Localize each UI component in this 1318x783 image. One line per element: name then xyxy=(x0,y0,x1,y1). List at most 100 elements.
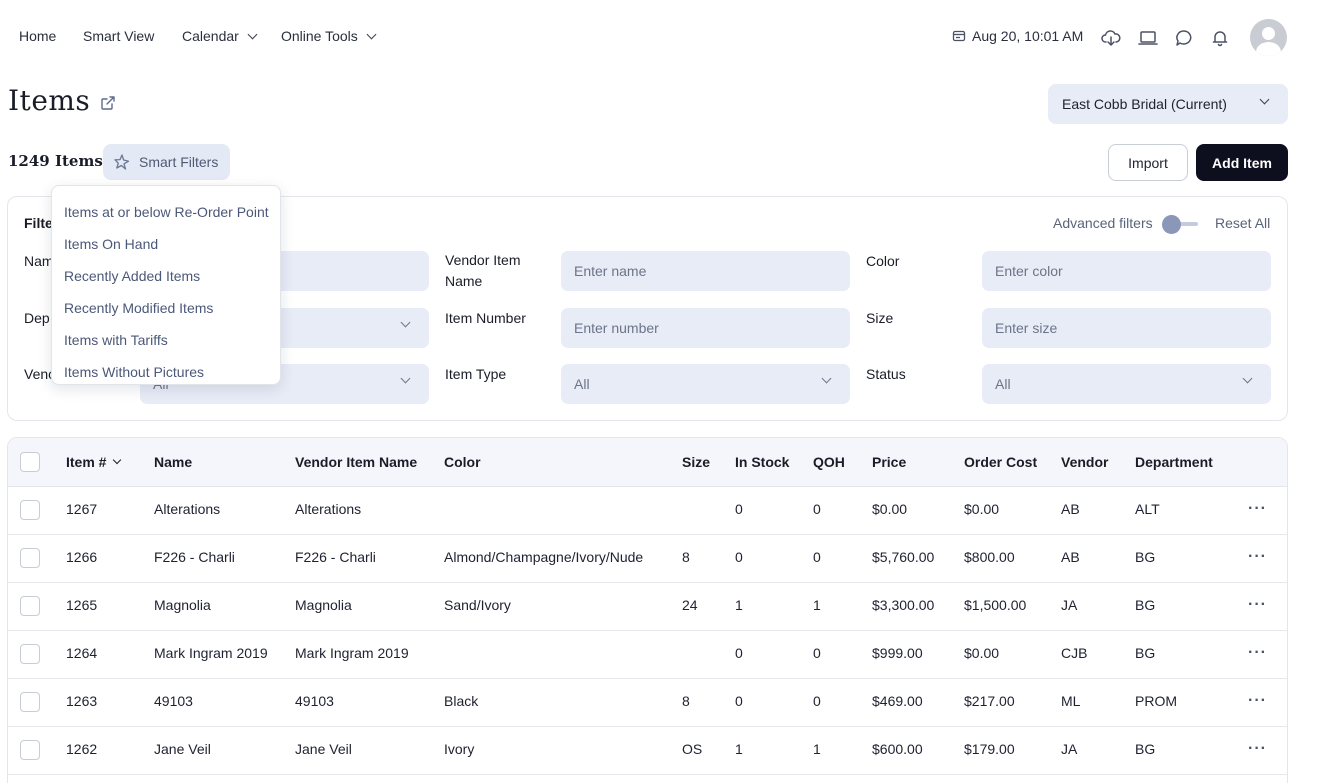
vendor-item-name-label: Vendor Item Name xyxy=(445,252,521,289)
color-filter-input[interactable]: Enter color xyxy=(982,251,1271,291)
cell-department: BG xyxy=(1135,597,1156,613)
column-price[interactable]: Price xyxy=(872,454,907,470)
add-item-button[interactable]: Add Item xyxy=(1196,144,1288,181)
cell-order-cost: $0.00 xyxy=(964,645,1000,661)
column-in-stock[interactable]: In Stock xyxy=(735,454,790,470)
menu-item-reorder-point[interactable]: Items at or below Re-Order Point xyxy=(64,204,269,220)
cell-department: BG xyxy=(1135,549,1156,565)
avatar[interactable] xyxy=(1250,19,1287,56)
row-more-icon[interactable]: ··· xyxy=(1248,740,1267,757)
column-department[interactable]: Department xyxy=(1135,454,1213,470)
cell-item-number: 1265 xyxy=(66,597,98,613)
nav-online-tools[interactable]: Online Tools xyxy=(281,28,377,44)
chevron-down-icon xyxy=(366,29,377,39)
chevron-down-icon xyxy=(1242,373,1253,384)
column-vendor[interactable]: Vendor xyxy=(1061,454,1109,470)
nav-smart-view[interactable]: Smart View xyxy=(83,28,155,44)
import-button[interactable]: Import xyxy=(1108,144,1188,181)
cell-vendor-item-name: Alterations xyxy=(295,501,362,517)
table-row[interactable]: 1263 49103 49103 Black 8 0 0 $469.00 $21… xyxy=(8,679,1287,727)
cell-item-number: 1264 xyxy=(66,645,98,661)
column-item-number[interactable]: Item # xyxy=(66,454,122,470)
cell-qoh: 0 xyxy=(813,549,821,565)
chat-bubble-icon[interactable] xyxy=(1173,27,1195,49)
cell-item-number: 1266 xyxy=(66,549,98,565)
menu-item-recently-modified[interactable]: Recently Modified Items xyxy=(64,300,214,316)
row-more-icon[interactable]: ··· xyxy=(1248,548,1267,565)
item-type-select[interactable]: All xyxy=(561,364,850,404)
cloud-download-icon[interactable] xyxy=(1100,27,1122,49)
item-type-label: Item Type xyxy=(445,366,507,382)
row-checkbox[interactable] xyxy=(20,692,40,712)
table-row[interactable]: 1264 Mark Ingram 2019 Mark Ingram 2019 0… xyxy=(8,631,1287,679)
cell-vendor: JA xyxy=(1061,597,1078,613)
status-filter-select[interactable]: All xyxy=(982,364,1271,404)
column-qoh[interactable]: QOH xyxy=(813,454,845,470)
cell-size: OS xyxy=(682,741,703,757)
status-filter-label: Status xyxy=(866,366,906,382)
laptop-icon[interactable] xyxy=(1137,27,1159,49)
advanced-filters-toggle[interactable] xyxy=(1160,214,1200,234)
table-row[interactable]: 1266 F226 - Charli F226 - Charli Almond/… xyxy=(8,535,1287,583)
reset-all-button[interactable]: Reset All xyxy=(1215,215,1271,231)
size-filter-input[interactable]: Enter size xyxy=(982,308,1271,348)
row-checkbox[interactable] xyxy=(20,596,40,616)
row-checkbox[interactable] xyxy=(20,548,40,568)
column-name[interactable]: Name xyxy=(154,454,193,470)
smart-filters-button[interactable]: Smart Filters xyxy=(103,144,230,180)
row-checkbox[interactable] xyxy=(20,740,40,760)
table-row[interactable]: 1265 Magnolia Magnolia Sand/Ivory 24 1 1… xyxy=(8,583,1287,631)
row-more-icon[interactable]: ··· xyxy=(1248,596,1267,613)
vendor-item-name-input[interactable]: Enter name xyxy=(561,251,850,291)
cell-name: Magnolia xyxy=(154,597,211,613)
menu-item-without-pictures[interactable]: Items Without Pictures xyxy=(64,364,205,380)
nav-home[interactable]: Home xyxy=(19,28,57,44)
row-more-icon[interactable]: ··· xyxy=(1248,692,1267,709)
row-more-icon[interactable]: ··· xyxy=(1248,500,1267,517)
column-vendor-item-name[interactable]: Vendor Item Name xyxy=(295,454,418,470)
chevron-down-icon xyxy=(400,317,411,328)
bell-icon[interactable] xyxy=(1209,27,1231,49)
filters-title: Filte xyxy=(24,215,53,231)
cell-in-stock: 1 xyxy=(735,741,743,757)
cell-vendor: AB xyxy=(1061,549,1080,565)
cell-department: BG xyxy=(1135,741,1156,757)
top-nav: Home Smart View Calendar Online Tools Au… xyxy=(0,0,1318,75)
cell-in-stock: 0 xyxy=(735,693,743,709)
menu-item-on-hand[interactable]: Items On Hand xyxy=(64,236,159,252)
column-size[interactable]: Size xyxy=(682,454,711,470)
store-select[interactable]: East Cobb Bridal (Current) xyxy=(1048,84,1288,124)
row-checkbox[interactable] xyxy=(20,644,40,664)
column-order-cost[interactable]: Order Cost xyxy=(964,454,1038,470)
table-row[interactable]: 1262 Jane Veil Jane Veil Ivory OS 1 1 $6… xyxy=(8,727,1287,775)
cell-color: Almond/Champagne/Ivory/Nude xyxy=(444,549,644,565)
table-row[interactable]: 1267 Alterations Alterations 0 0 $0.00 $… xyxy=(8,487,1287,535)
cell-item-number: 1267 xyxy=(66,501,98,517)
smart-filters-menu: Items at or below Re-Order Point Items O… xyxy=(51,185,281,385)
cell-order-cost: $0.00 xyxy=(964,501,1000,517)
external-link-icon[interactable] xyxy=(100,95,116,111)
item-number-input[interactable]: Enter number xyxy=(561,308,850,348)
table-header: Item # Name Vendor Item Name Color Size … xyxy=(8,438,1287,487)
cell-name: Alterations xyxy=(154,501,221,517)
vendor-filter-label: Venc xyxy=(24,366,56,382)
nav-calendar[interactable]: Calendar xyxy=(182,28,258,44)
cell-name: Mark Ingram 2019 xyxy=(154,645,268,661)
advanced-filters-label: Advanced filters xyxy=(1053,215,1153,231)
row-checkbox[interactable] xyxy=(20,500,40,520)
page-title: Items xyxy=(8,84,91,117)
name-filter-label: Nam xyxy=(24,253,54,269)
cell-price: $3,300.00 xyxy=(872,597,935,613)
row-more-icon[interactable]: ··· xyxy=(1248,644,1267,661)
register-datetime[interactable]: Aug 20, 10:01 AM xyxy=(952,28,1083,44)
cell-in-stock: 0 xyxy=(735,645,743,661)
menu-item-with-tariffs[interactable]: Items with Tariffs xyxy=(64,332,168,348)
cell-vendor-item-name: 49103 xyxy=(295,693,334,709)
cell-order-cost: $217.00 xyxy=(964,693,1015,709)
cell-price: $469.00 xyxy=(872,693,923,709)
sort-chevron-icon xyxy=(113,455,122,465)
column-color[interactable]: Color xyxy=(444,454,481,470)
color-filter-label: Color xyxy=(866,253,900,269)
menu-item-recently-added[interactable]: Recently Added Items xyxy=(64,268,201,284)
select-all-checkbox[interactable] xyxy=(20,452,40,472)
